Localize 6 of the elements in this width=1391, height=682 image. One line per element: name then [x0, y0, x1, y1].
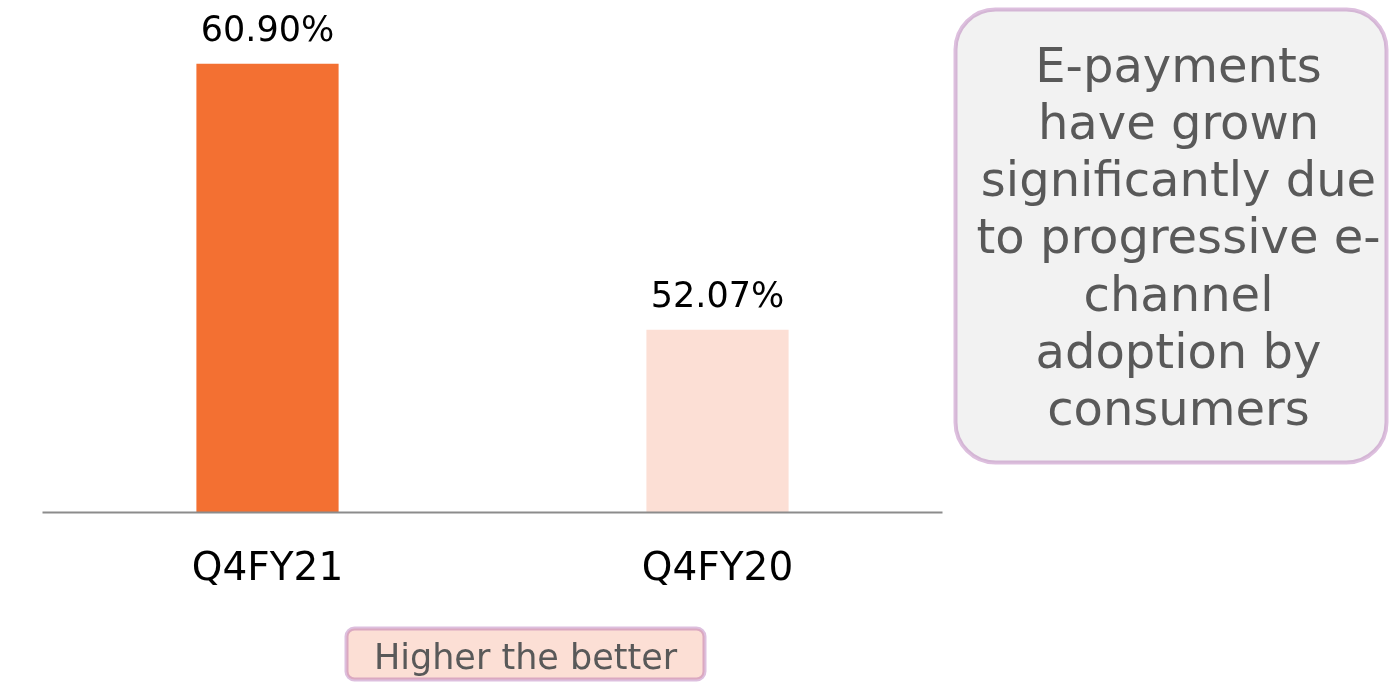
x-tick-label: Q4FY20	[641, 544, 794, 589]
text: Higher the better	[373, 636, 678, 677]
text: E-payments have grown significantly due to progressive e- channel adoption by consumers	[976, 37, 1381, 436]
data-label: 52.07%	[650, 274, 785, 315]
x-tick-label: Q4FY21	[191, 544, 344, 589]
data-label: 60.90%	[200, 8, 335, 49]
